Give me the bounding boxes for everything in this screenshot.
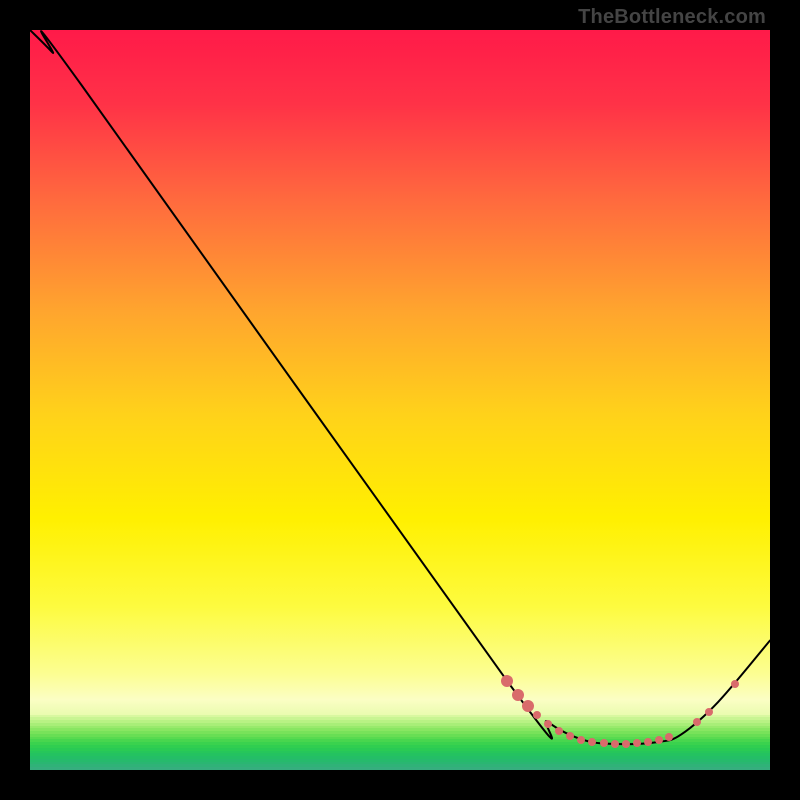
curve-marker <box>633 739 641 747</box>
curve-marker <box>665 733 673 741</box>
curve-marker <box>693 718 701 726</box>
curve-marker <box>731 680 739 688</box>
curve-marker <box>544 720 552 728</box>
curve-marker <box>600 739 608 747</box>
curve-marker <box>611 740 619 748</box>
curve-marker <box>533 711 541 719</box>
curve-marker <box>512 689 524 701</box>
curve-marker <box>644 738 652 746</box>
curve-marker <box>566 732 574 740</box>
curve-marker <box>588 738 596 746</box>
frame-right <box>770 0 800 800</box>
frame-left <box>0 0 30 800</box>
attribution-text: TheBottleneck.com <box>578 6 766 29</box>
curve-path <box>30 30 770 744</box>
plot-area <box>30 30 770 770</box>
curve-marker <box>655 736 663 744</box>
curve-marker <box>501 675 513 687</box>
curve-marker <box>705 708 713 716</box>
curve-marker <box>622 740 630 748</box>
curve-marker <box>522 700 534 712</box>
curve-marker <box>555 727 563 735</box>
curve-marker <box>577 736 585 744</box>
bottleneck-curve <box>30 30 770 770</box>
frame-bottom <box>0 770 800 800</box>
